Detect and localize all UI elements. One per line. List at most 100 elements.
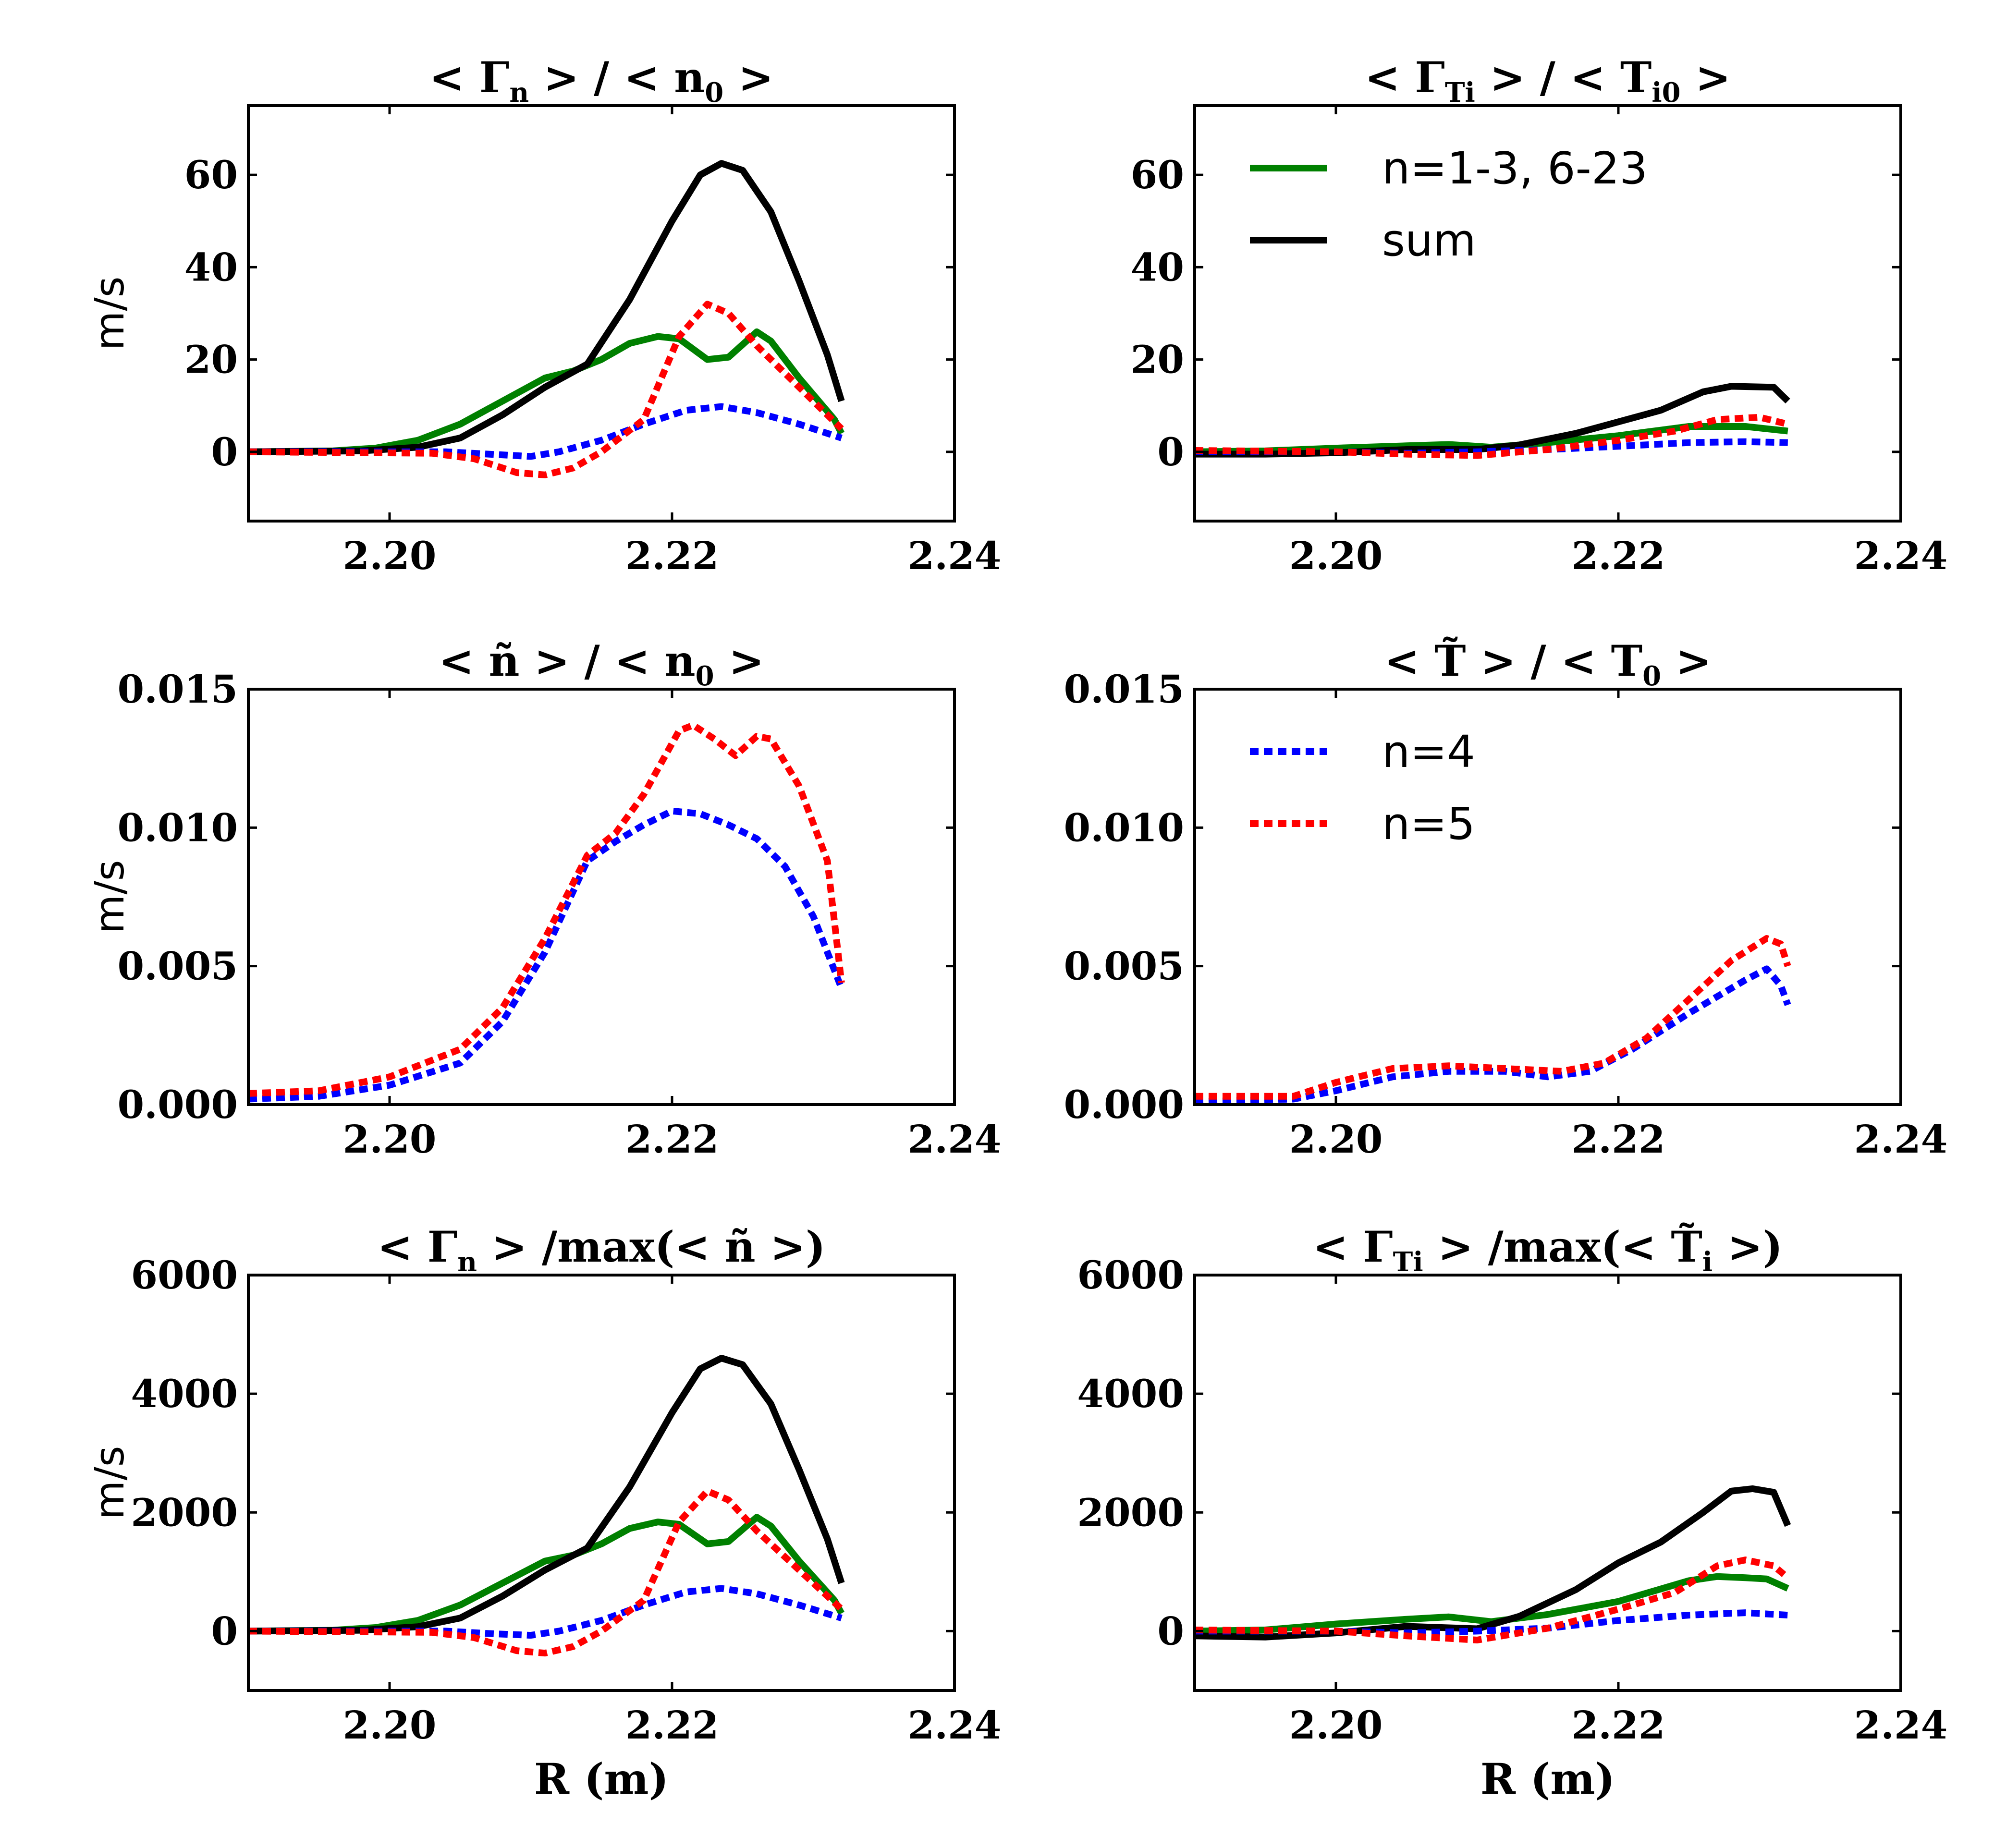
y-tick-label: 0 xyxy=(1157,1608,1184,1653)
series-line-n-5 xyxy=(1195,413,1789,459)
y-tick-label: 2000 xyxy=(1077,1490,1184,1535)
series-line-n-5 xyxy=(1195,1556,1790,1643)
plot-frame xyxy=(1193,688,1902,1106)
x-tick-label: 2.24 xyxy=(1854,533,1948,578)
title-subscript: n xyxy=(509,77,529,109)
panel-title: < ñ > / < n0 > xyxy=(439,636,764,692)
y-axis-label: m/s xyxy=(86,1446,133,1520)
title-text: > /max(< ñ >) xyxy=(477,1222,826,1272)
y-tick-label: 0.000 xyxy=(117,1082,238,1127)
y-axis-label: m/s xyxy=(86,277,133,351)
title-subscript: 0 xyxy=(696,660,714,692)
y-tick-label: 0.005 xyxy=(117,944,238,989)
series-line-n-4 xyxy=(248,807,845,1103)
title-subscript: 0 xyxy=(705,77,723,109)
title-text: > xyxy=(1681,52,1731,102)
panel-6: 2.20 2.22 2.24 0 2000 4000 6000 < ΓTi > /max(< … xyxy=(1077,1222,1947,1804)
plot-frame xyxy=(1193,104,1902,523)
title-text: < T̃ > / < T xyxy=(1384,636,1643,686)
x-tick-label: 2.22 xyxy=(625,1117,719,1162)
panel-title: < ΓTi > / < Ti0 > xyxy=(1365,52,1731,109)
panel-title: < Γn > / < n0 > xyxy=(429,52,773,109)
legend: n=1-3, 6-23 sum xyxy=(1250,143,1648,266)
series-line-n-5 xyxy=(1195,935,1791,1100)
title-subscript: i xyxy=(1702,1246,1713,1278)
title-text: < Γ xyxy=(429,52,509,102)
y-tick-label: 4000 xyxy=(1077,1371,1184,1416)
y-tick-label: 40 xyxy=(1131,244,1184,290)
title-text: >) xyxy=(1713,1222,1783,1272)
y-tick-label: 2000 xyxy=(131,1490,238,1535)
y-tick-label: 20 xyxy=(184,337,238,382)
series-line-n-1-3-6-23 xyxy=(248,328,845,455)
x-tick-label: 2.20 xyxy=(1289,1702,1383,1748)
title-text: > xyxy=(714,636,764,686)
series-line-n-4 xyxy=(248,1585,843,1639)
title-text: > xyxy=(723,52,773,102)
y-axis-label: m/s xyxy=(86,860,133,934)
x-tick-label: 2.20 xyxy=(343,533,437,578)
y-tick-label: 6000 xyxy=(1077,1252,1184,1298)
panel-title: < Γn > /max(< ñ >) xyxy=(377,1222,825,1278)
y-tick-label: 0 xyxy=(211,429,238,474)
y-tick-label: 60 xyxy=(184,152,238,197)
y-tick-label: 0.010 xyxy=(1064,805,1184,850)
x-tick-label: 2.20 xyxy=(343,1117,437,1162)
series-group xyxy=(1195,1485,1791,1643)
title-text: > / < n xyxy=(529,52,705,102)
series-line-n-5 xyxy=(248,301,844,478)
legend: n=4n=5 xyxy=(1250,726,1475,850)
legend-label-blue: n=4 xyxy=(1382,726,1475,778)
x-tick-label: 2.24 xyxy=(908,533,1002,578)
y-tick-label: 0.015 xyxy=(117,667,238,712)
series-line-n-4 xyxy=(1195,965,1791,1105)
plot-frame xyxy=(1193,1274,1902,1692)
series-group xyxy=(248,160,845,478)
title-text: > /max(< T̃ xyxy=(1423,1222,1702,1272)
title-subscript: i0 xyxy=(1651,77,1680,109)
title-text: < Γ xyxy=(1365,52,1445,102)
y-tick-label: 0 xyxy=(211,1608,238,1653)
x-tick-label: 2.20 xyxy=(1289,533,1383,578)
series-line-sum xyxy=(248,1355,845,1635)
series-line-n-5 xyxy=(248,722,845,1097)
y-tick-label: 0.010 xyxy=(117,805,238,850)
x-tick-label: 2.24 xyxy=(908,1702,1002,1748)
series-group xyxy=(248,1355,845,1657)
y-tick-label: 0 xyxy=(1157,429,1184,474)
x-axis-label: R (m) xyxy=(1480,1754,1615,1804)
x-axis-label: R (m) xyxy=(534,1754,669,1804)
y-tick-label: 0.005 xyxy=(1064,944,1184,989)
x-tick-label: 2.24 xyxy=(908,1117,1002,1162)
x-tick-label: 2.20 xyxy=(343,1702,437,1748)
panel-title: < ΓTi > /max(< T̃i >) xyxy=(1313,1222,1783,1278)
plot-frame xyxy=(247,104,956,523)
panel-4: 2.20 2.22 2.24 0.000 0.005 0.010 0.015 < T̃ > /… xyxy=(1064,636,1947,1162)
series-group xyxy=(1195,383,1790,459)
x-tick-label: 2.22 xyxy=(1572,533,1665,578)
x-tick-label: 2.24 xyxy=(1854,1702,1948,1748)
x-tick-label: 2.22 xyxy=(625,533,719,578)
plot-frame xyxy=(247,688,956,1106)
x-tick-label: 2.24 xyxy=(1854,1117,1948,1162)
series-group xyxy=(248,722,845,1103)
y-tick-label: 6000 xyxy=(131,1252,238,1298)
y-tick-label: 0.015 xyxy=(1064,667,1184,712)
series-line-sum xyxy=(1195,1485,1791,1641)
x-tick-label: 2.22 xyxy=(1572,1117,1665,1162)
y-tick-label: 4000 xyxy=(131,1371,238,1416)
legend-label-green: n=1-3, 6-23 xyxy=(1382,143,1648,194)
legend-label-black: sum xyxy=(1382,215,1476,266)
legend-label-red: n=5 xyxy=(1382,798,1475,850)
x-tick-label: 2.20 xyxy=(1289,1117,1383,1162)
series-line-n-4 xyxy=(248,403,843,460)
series-line-n-1-3-6-23 xyxy=(1195,1573,1789,1635)
title-subscript: Ti xyxy=(1393,1246,1423,1278)
series-line-n-1-3-6-23 xyxy=(248,1514,844,1635)
title-text: > / < T xyxy=(1475,52,1652,102)
panel-3: 2.20 2.22 2.24 0.000 0.005 0.010 0.015 < ñ > / … xyxy=(86,636,1001,1162)
y-tick-label: 40 xyxy=(184,244,238,290)
